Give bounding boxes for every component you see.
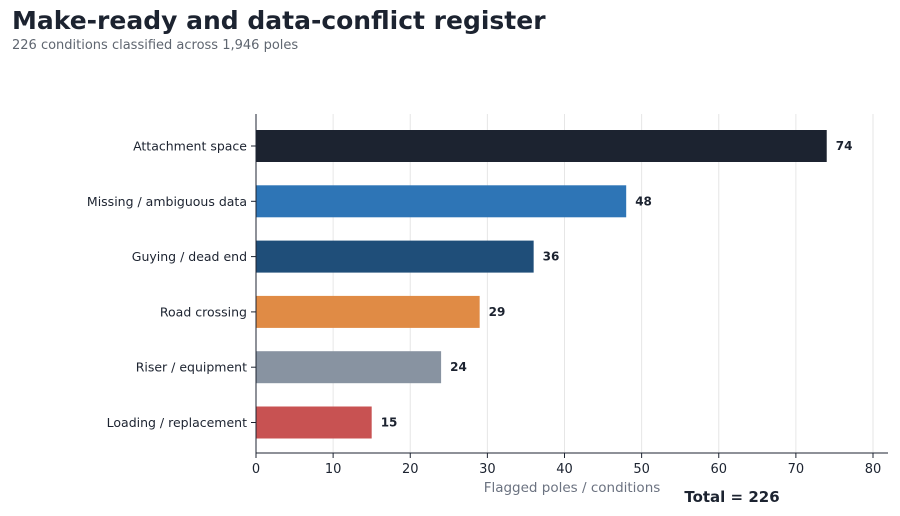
x-tick-label: 70 [788,462,805,477]
value-label: 74 [836,139,853,153]
total-annotation: Total = 226 [684,488,779,506]
chart-subtitle: 226 conditions classified across 1,946 p… [12,38,299,53]
value-label: 48 [635,194,652,208]
value-label: 29 [489,305,506,319]
x-tick-label: 80 [865,462,882,477]
value-label: 36 [543,250,560,264]
bar [256,295,480,328]
bars [256,130,827,439]
value-label: 24 [450,360,467,374]
x-axis: 0 10 20 30 40 50 60 70 80 [251,114,888,477]
bar [256,185,627,218]
x-axis-label: Flagged poles / conditions [484,480,661,496]
category-label: Attachment space [133,139,247,154]
x-tick-label: 0 [252,462,260,477]
bar [256,351,442,384]
value-labels: 74 48 36 29 24 15 [381,139,853,430]
x-tick-label: 20 [402,462,419,477]
bar [256,130,827,162]
category-label: Road crossing [160,304,247,319]
value-label: 15 [381,416,398,430]
category-label: Riser / equipment [136,360,247,375]
category-labels: Attachment space Missing / ambiguous data… [87,139,247,431]
x-tick-label: 60 [710,462,727,477]
gridlines [255,114,874,453]
bar [256,406,372,439]
x-tick-label: 50 [633,462,650,477]
x-tick-label: 40 [556,462,573,477]
x-tick-label: 30 [479,462,496,477]
chart-title: Make-ready and data-conflict register [12,6,546,35]
category-label: Guying / dead end [132,249,247,264]
category-label: Loading / replacement [107,415,247,430]
category-label: Missing / ambiguous data [87,194,247,209]
bar [256,240,534,273]
x-tick-label: 10 [325,462,342,477]
